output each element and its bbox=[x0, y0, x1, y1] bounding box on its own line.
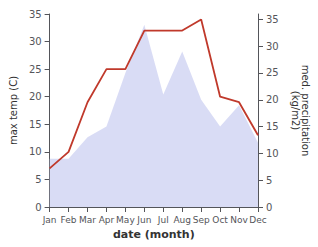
svg-text:10: 10 bbox=[29, 146, 42, 157]
svg-text:10: 10 bbox=[266, 148, 279, 159]
svg-text:Dec: Dec bbox=[249, 215, 266, 225]
svg-text:(kg/m2): (kg/m2) bbox=[290, 91, 301, 131]
svg-text:date (month): date (month) bbox=[113, 228, 195, 241]
svg-text:35: 35 bbox=[266, 14, 279, 25]
svg-text:med. precipitation: med. precipitation bbox=[299, 64, 311, 157]
svg-text:Jun: Jun bbox=[136, 215, 151, 225]
svg-text:30: 30 bbox=[266, 41, 279, 52]
svg-text:Aug: Aug bbox=[173, 215, 191, 225]
svg-text:15: 15 bbox=[266, 121, 279, 132]
svg-text:Oct: Oct bbox=[212, 215, 228, 225]
svg-text:Jan: Jan bbox=[42, 215, 57, 225]
svg-text:May: May bbox=[116, 215, 135, 225]
svg-text:20: 20 bbox=[29, 91, 42, 102]
svg-text:Apr: Apr bbox=[99, 215, 115, 225]
svg-text:0: 0 bbox=[35, 202, 41, 213]
svg-text:25: 25 bbox=[266, 67, 279, 78]
svg-text:20: 20 bbox=[266, 94, 279, 105]
svg-text:15: 15 bbox=[29, 119, 42, 130]
svg-text:Sep: Sep bbox=[193, 215, 210, 225]
svg-text:35: 35 bbox=[29, 9, 42, 20]
svg-text:5: 5 bbox=[266, 175, 272, 186]
svg-text:0: 0 bbox=[266, 202, 272, 213]
svg-text:25: 25 bbox=[29, 64, 42, 75]
svg-text:Mar: Mar bbox=[79, 215, 96, 225]
svg-text:Jul: Jul bbox=[157, 215, 169, 225]
svg-text:30: 30 bbox=[29, 36, 42, 47]
svg-text:Nov: Nov bbox=[230, 215, 248, 225]
svg-text:Feb: Feb bbox=[61, 215, 77, 225]
svg-text:max temp (C): max temp (C) bbox=[8, 76, 19, 145]
svg-text:5: 5 bbox=[35, 174, 41, 185]
